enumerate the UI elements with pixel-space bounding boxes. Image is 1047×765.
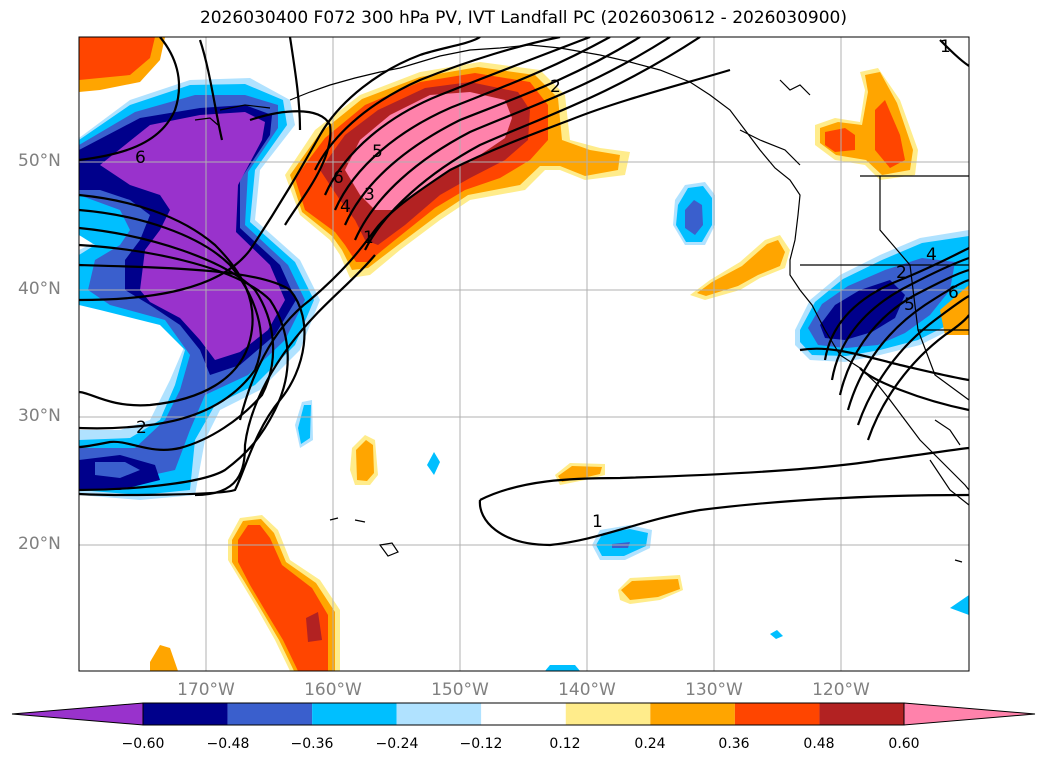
contour-label: 1 [940, 37, 951, 57]
colorbar-tick-label: 0.12 [549, 736, 581, 752]
lat-label: 30°N [18, 406, 61, 426]
ivt-contours [79, 37, 969, 547]
contour-label: 2 [136, 418, 147, 438]
lon-label: 140°W [558, 680, 616, 700]
colorbar-tick-label: −0.48 [206, 736, 250, 752]
coastlines [194, 44, 969, 563]
colorbar-tick-label: −0.36 [290, 736, 334, 752]
contour-label: 2 [896, 263, 907, 283]
lat-label: 40°N [18, 279, 61, 299]
fill-patch [306, 612, 322, 642]
fill-patch [298, 405, 311, 444]
colorbar-segment [565, 703, 651, 725]
contour-label: 1 [592, 512, 603, 532]
contour-label: 5 [904, 295, 915, 315]
fill-patch [427, 452, 440, 475]
fill-patch [150, 645, 178, 671]
colorbar-extend-max [903, 702, 1036, 726]
fill-patch [79, 37, 155, 80]
lat-label: 50°N [18, 151, 61, 171]
fill-patch [345, 92, 512, 210]
colorbar-segment [396, 703, 482, 725]
colorbar-tick-label: −0.12 [459, 736, 503, 752]
contour-label: 6 [948, 283, 959, 303]
colorbar-segment [819, 703, 904, 725]
contour-label: 4 [926, 245, 937, 265]
fill-patch [356, 440, 374, 481]
map-area [79, 37, 969, 671]
lat-label: 20°N [18, 534, 61, 554]
colorbar-tick-label: 0.24 [634, 736, 666, 752]
contour-label: 4 [340, 197, 351, 217]
colorbar-tick-label: −0.60 [121, 736, 165, 752]
lon-label: 120°W [812, 680, 870, 700]
fill-patch [825, 128, 855, 152]
lon-label: 170°W [177, 680, 235, 700]
contour-label: 6 [333, 168, 344, 188]
contour-label-layer: 6 5 6 4 3 1 2 2 1 1 2 4 6 5 [135, 37, 959, 532]
colorbar-tick-label: 0.36 [718, 736, 750, 752]
fill-patch [558, 466, 602, 482]
colorbar-segment [227, 703, 313, 725]
colorbar-tick-label: 0.60 [888, 736, 920, 752]
fill-patch [545, 665, 580, 671]
contour-label: 3 [364, 185, 375, 205]
gridlines [79, 37, 969, 671]
lon-label: 130°W [685, 680, 743, 700]
map-frame [78, 36, 970, 672]
lon-label: 150°W [431, 680, 489, 700]
contour-label: 5 [372, 142, 383, 162]
colorbar-extend-min [11, 702, 144, 726]
fill-patch [100, 112, 285, 360]
plot-title: 2026030400 F072 300 hPa PV, IVT Landfall… [199, 8, 847, 28]
fill-patch [621, 579, 680, 600]
colorbar-segment [143, 703, 228, 725]
contour-label: 1 [363, 228, 374, 248]
colorbar-segment [481, 703, 566, 725]
contour-label: 2 [550, 77, 561, 97]
colorbar-tick-label: −0.24 [375, 736, 419, 752]
colorbar-segment [312, 703, 397, 725]
fill-patch [685, 200, 703, 235]
fill-patch [596, 529, 648, 556]
colorbar-segment [734, 703, 820, 725]
fill-patch [95, 462, 140, 478]
fill-patch [875, 100, 905, 168]
lon-label: 160°W [304, 680, 362, 700]
contour-label: 6 [135, 148, 146, 168]
fill-patch [950, 595, 969, 615]
fill-patch [697, 240, 785, 296]
colorbar-tick-label: 0.48 [803, 736, 835, 752]
colorbar-segment [650, 703, 735, 725]
fill-patch [238, 525, 328, 671]
fill-patch [770, 630, 783, 639]
colorbar [11, 702, 1036, 726]
